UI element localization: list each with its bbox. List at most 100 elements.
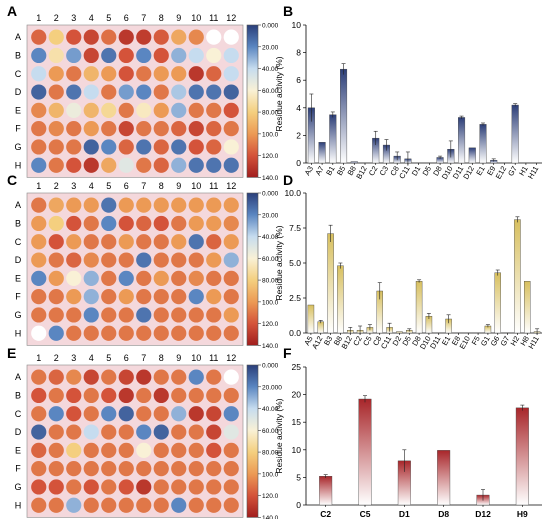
plate-well	[171, 442, 187, 458]
plate-well	[206, 424, 222, 440]
plate-well	[171, 387, 187, 404]
x-tick-label: B5	[335, 165, 347, 177]
plate-well	[83, 424, 99, 440]
x-tick-label: B3	[322, 335, 334, 347]
plate-well	[206, 325, 222, 341]
plate-well	[101, 66, 117, 82]
x-tick-label: A7	[313, 165, 325, 177]
x-tick-label: A3	[303, 165, 315, 177]
plate-well	[206, 197, 222, 213]
plate-well	[206, 121, 222, 137]
x-tick-label: C8	[388, 165, 401, 178]
plate-column-label: 1	[36, 181, 41, 191]
plate-column-label: 7	[141, 13, 146, 23]
y-tick-label: 20	[292, 390, 302, 400]
x-tick-label: H9	[517, 509, 528, 519]
plate-well	[31, 270, 47, 286]
plate-column-label: 6	[124, 181, 129, 191]
plate-well	[153, 497, 169, 513]
plate-well	[153, 406, 169, 422]
plate-well	[223, 406, 239, 422]
plate-well	[136, 497, 152, 513]
plate-row-label: H	[15, 160, 22, 170]
plate-well	[66, 66, 82, 82]
plate-row-label: D	[15, 427, 22, 437]
plate-well	[136, 47, 152, 64]
x-tick-label: B1	[324, 165, 336, 177]
plate-well	[83, 215, 99, 232]
plate-column-label: 3	[71, 353, 76, 363]
plate-well	[153, 424, 169, 440]
plate-well	[136, 387, 152, 404]
plate-well	[48, 387, 64, 404]
plate-well	[83, 234, 99, 250]
plate-well	[83, 307, 99, 323]
plate-row-label: E	[15, 445, 21, 455]
plate-well	[83, 157, 99, 173]
plate-well	[136, 252, 152, 268]
x-tick-label: D5	[421, 165, 434, 178]
plate-well	[153, 270, 169, 286]
plate-well	[48, 121, 64, 137]
x-tick-label: A5	[302, 335, 314, 347]
plate-well	[48, 325, 64, 341]
plate-well	[31, 406, 47, 422]
panel-label-b: B	[283, 3, 294, 19]
colorbar-tick-label: 20.000	[262, 384, 282, 391]
plate-well	[188, 157, 204, 173]
colorbar	[246, 192, 259, 346]
plate-well	[118, 497, 134, 513]
plate-row-label: C	[15, 69, 22, 79]
y-tick-label: 5.0	[289, 258, 301, 268]
plate-well	[171, 497, 187, 513]
plate-well	[171, 424, 187, 440]
x-tick-label: G6	[489, 335, 502, 348]
plate-row-label: E	[15, 273, 21, 283]
bar	[415, 281, 423, 334]
plate-well	[136, 369, 152, 385]
plate-well	[153, 66, 169, 82]
plate-well	[136, 325, 152, 341]
plate-well	[118, 424, 134, 440]
plate-well	[66, 102, 82, 118]
plate-well	[188, 461, 204, 477]
plate-well	[188, 84, 204, 100]
plate-well	[66, 369, 82, 385]
plate-well	[83, 139, 99, 155]
plate-well	[48, 406, 64, 422]
plate-well	[136, 234, 152, 250]
plate-well	[31, 497, 47, 513]
plate-row-label: A	[15, 200, 21, 210]
plate-well	[31, 197, 47, 213]
panel-label-f: F	[283, 345, 292, 361]
plate-well	[206, 157, 222, 173]
plate-well	[223, 307, 239, 323]
plate-column-label: 8	[159, 181, 164, 191]
plate-well	[118, 47, 134, 64]
plate-well	[153, 442, 169, 458]
plate-row-label: B	[15, 390, 21, 400]
bar	[468, 147, 476, 164]
plate-well	[171, 479, 187, 495]
plate-well	[153, 252, 169, 268]
plate-well	[171, 215, 187, 232]
plate-well	[48, 424, 64, 440]
plate-well	[66, 289, 82, 305]
plate-well	[66, 234, 82, 250]
colorbar-tick-label: 60.00	[262, 88, 279, 95]
plate-well	[83, 121, 99, 137]
plate-row-label: D	[15, 87, 22, 97]
plate-column-label: 1	[36, 13, 41, 23]
plate-well	[188, 121, 204, 137]
plate-well	[83, 84, 99, 100]
plate-well	[206, 461, 222, 477]
plate-column-label: 5	[106, 353, 111, 363]
plate-well	[153, 307, 169, 323]
plate-well	[188, 66, 204, 82]
plate-column-label: 5	[106, 13, 111, 23]
plate-well	[66, 442, 82, 458]
plate-well	[188, 215, 204, 232]
plate-well	[171, 66, 187, 82]
plate-well	[83, 289, 99, 305]
plate-well	[153, 289, 169, 305]
